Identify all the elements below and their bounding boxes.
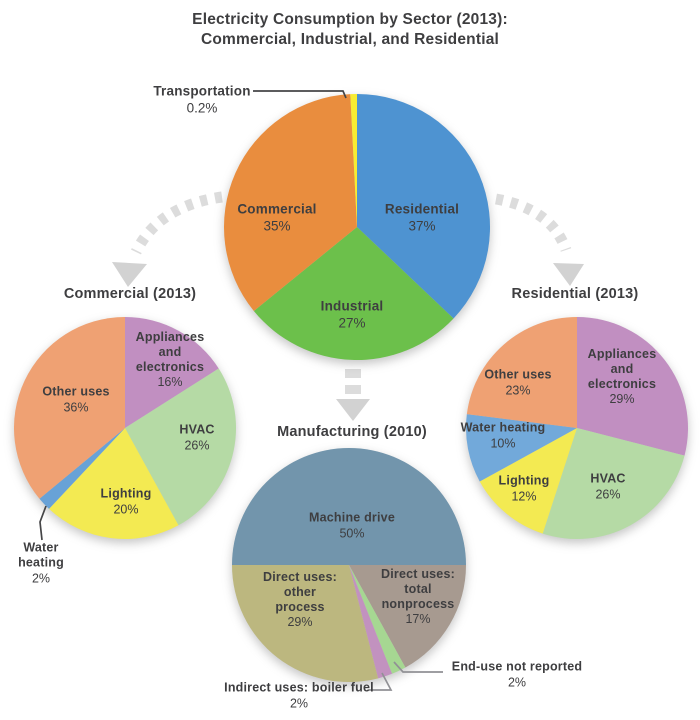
pie-commercial — [14, 316, 237, 539]
page-title-line1: Electricity Consumption by Sector (2013)… — [192, 11, 508, 28]
pie-slice-commercial-0 — [125, 316, 219, 428]
pie-slice-main-2 — [223, 94, 357, 311]
arrow-to-residential-icon — [494, 193, 584, 286]
arrow-to-manufacturing-icon — [336, 369, 370, 421]
page-title-line2: Commercial, Industrial, and Residential — [200, 31, 500, 49]
page-title: Electricity Consumption by Sector (2013)… — [0, 10, 700, 51]
pie-slice-commercial-2 — [49, 428, 179, 539]
pie-slice-commercial-4 — [14, 317, 125, 499]
leader-line-manufacturing-2 — [393, 661, 443, 673]
pie-slice-residential-4 — [466, 317, 577, 428]
pie-slice-manufacturing-0 — [232, 448, 466, 565]
pie-slice-manufacturing-3 — [349, 565, 393, 679]
pie-slice-manufacturing-2 — [349, 565, 406, 674]
leader-line-commercial-3 — [39, 505, 47, 541]
commercial-pie-title: Commercial (2013) — [63, 286, 197, 302]
pie-slice-main-0 — [357, 94, 491, 319]
pie-residential — [466, 317, 688, 540]
pie-slice-residential-2 — [479, 428, 577, 534]
residential-pie-title: Residential (2013) — [511, 286, 639, 302]
pie-manufacturing — [232, 448, 466, 682]
pie-slice-manufacturing-4 — [232, 565, 379, 682]
arrow-to-commercial-icon — [112, 191, 223, 287]
pie-slice-residential-0 — [577, 317, 688, 456]
pie-slice-residential-1 — [542, 428, 685, 540]
leader-line-manufacturing-3 — [369, 672, 393, 691]
pie-slice-manufacturing-1 — [349, 565, 466, 668]
pie-slice-commercial-3 — [39, 428, 125, 509]
pie-slice-residential-3 — [466, 414, 577, 482]
pie-slice-main-1 — [253, 227, 454, 361]
leader-line-main-3 — [253, 90, 347, 99]
manufacturing-pie-title: Manufacturing (2010) — [277, 424, 427, 440]
pie-slice-commercial-1 — [125, 368, 237, 526]
pie-main — [223, 94, 491, 361]
pie-slice-main-3 — [350, 94, 357, 227]
